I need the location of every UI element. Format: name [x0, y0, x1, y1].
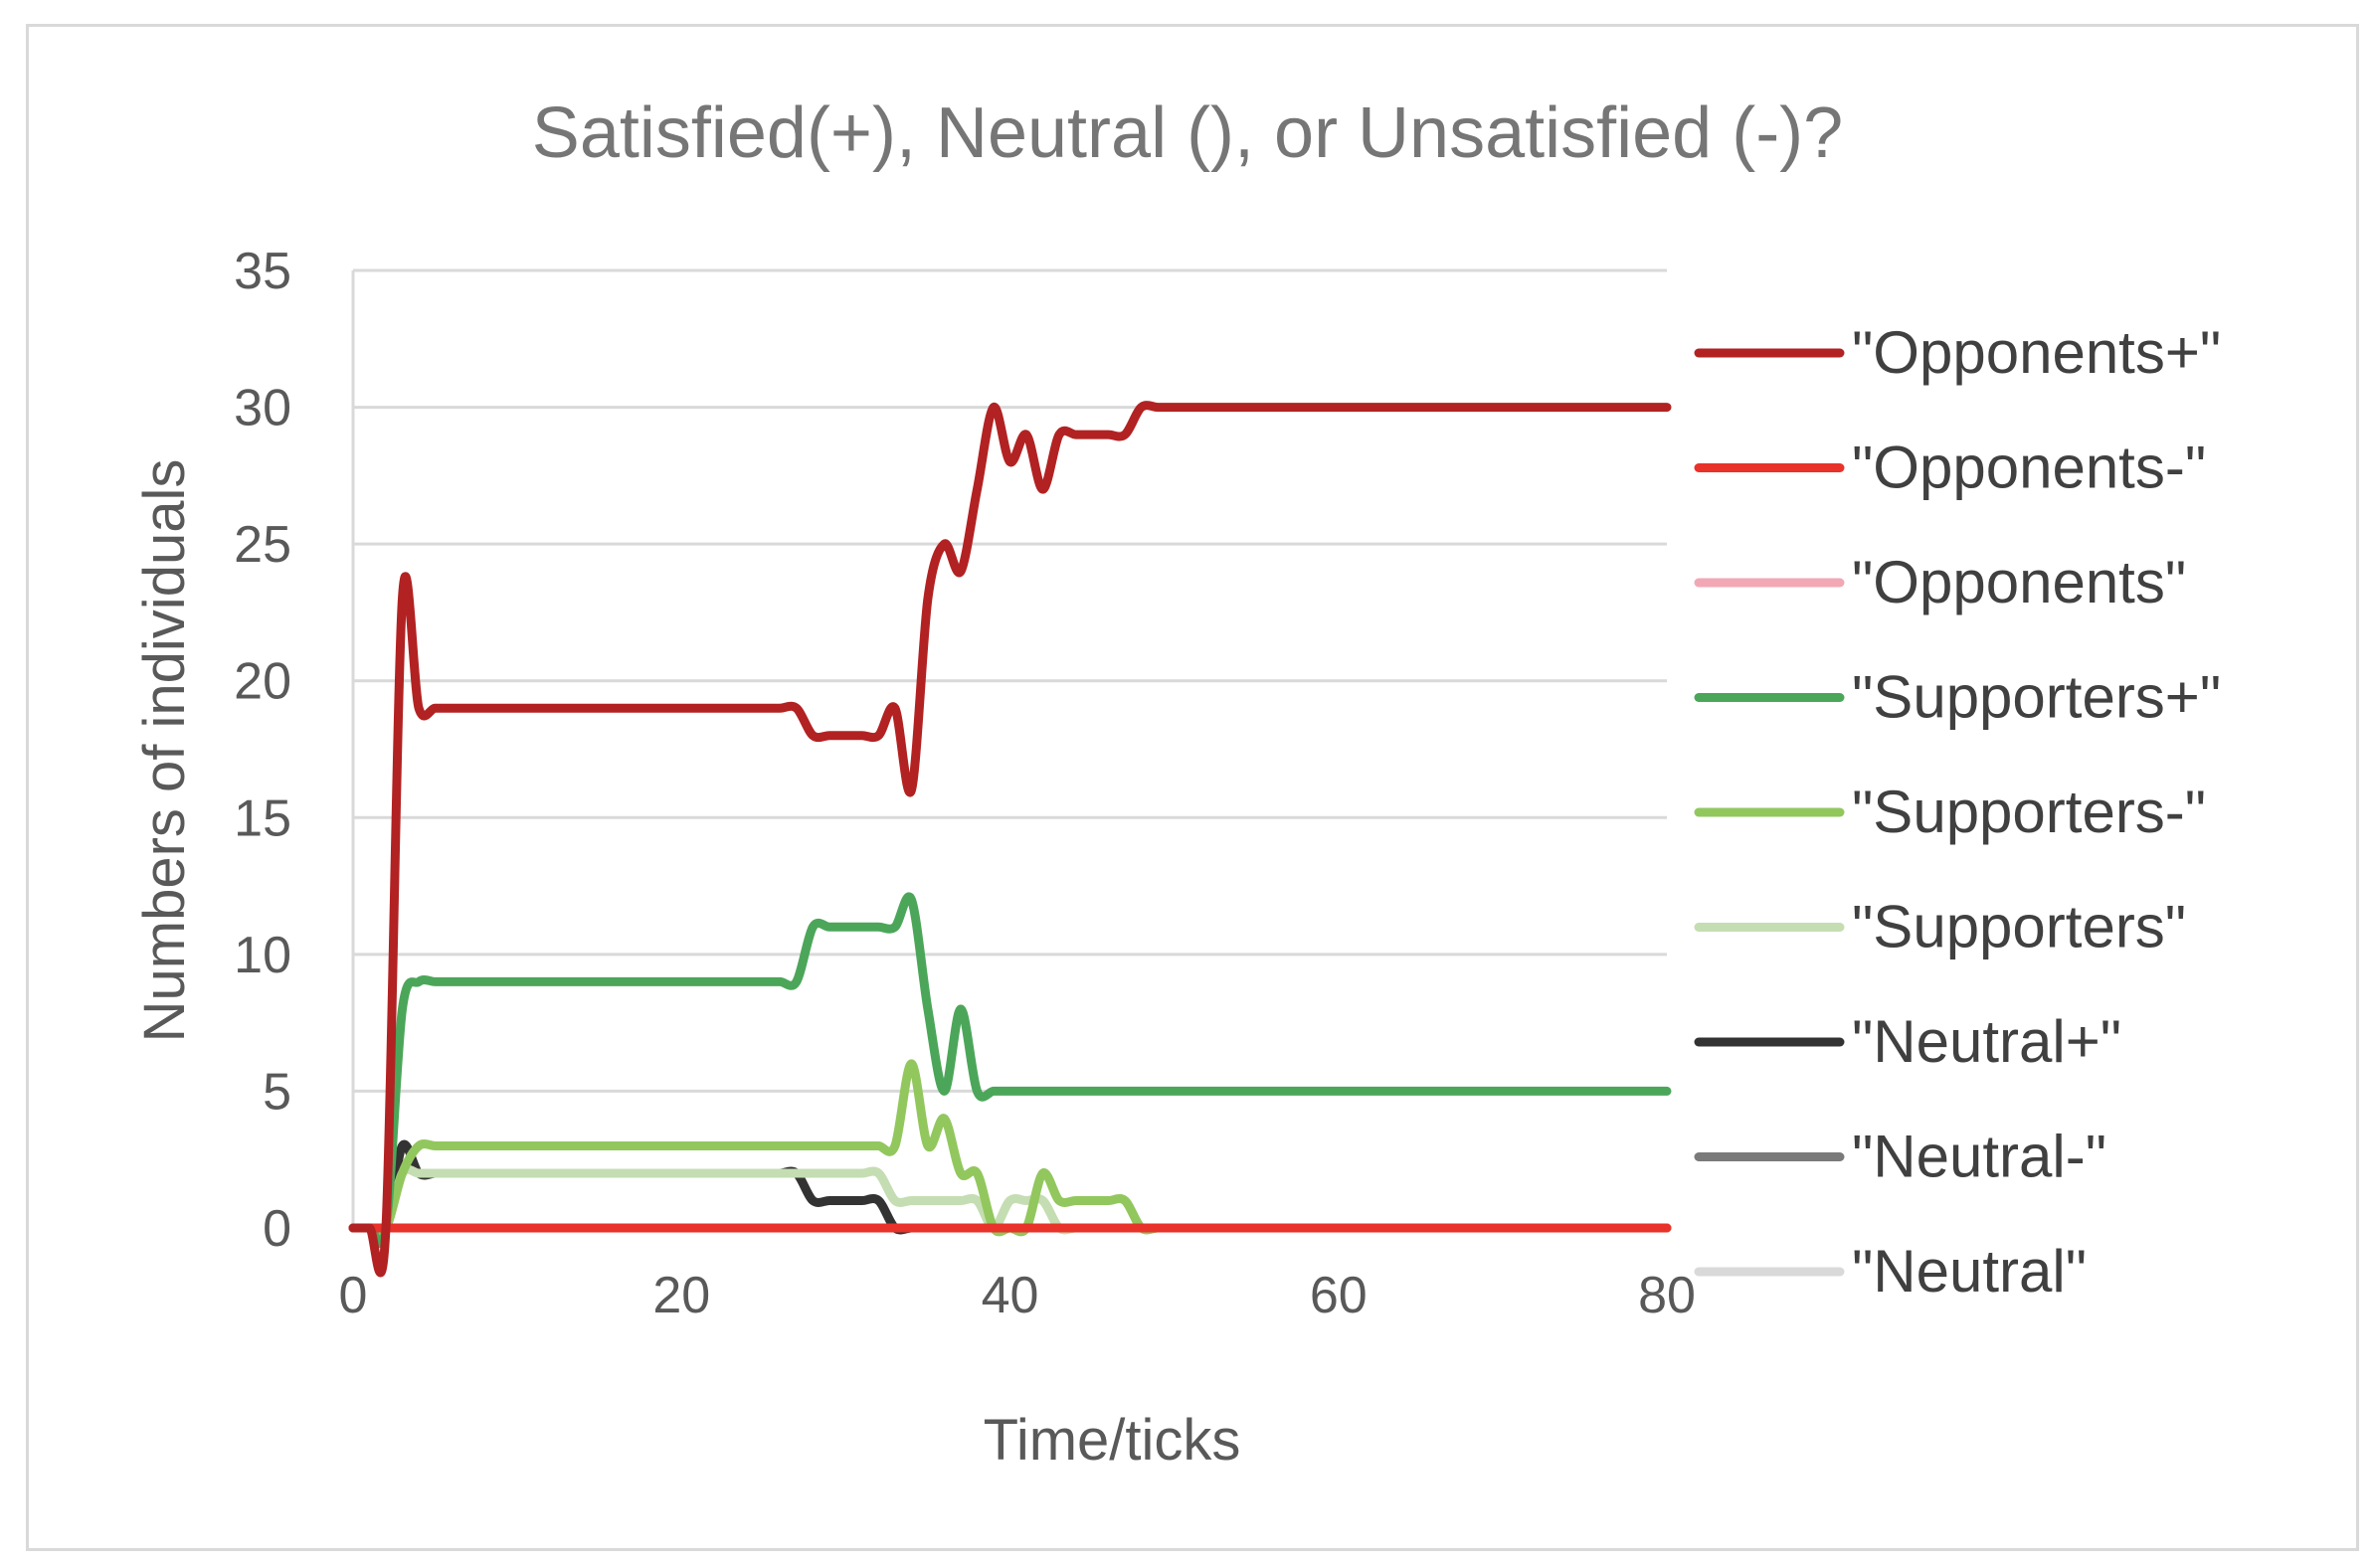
- x-tick-label: 60: [1310, 1267, 1368, 1324]
- y-tick-label: 20: [234, 653, 291, 711]
- y-tick-label: 5: [263, 1063, 291, 1121]
- y-axis-title: Numbers of individuals: [132, 459, 197, 1043]
- x-tick-label: 20: [652, 1267, 710, 1324]
- series-line-0: [348, 401, 1672, 1278]
- y-tick-label: 15: [234, 789, 291, 847]
- grid-lines: [351, 268, 1667, 1230]
- legend-label: "Neutral": [1852, 1238, 2087, 1305]
- legend-label: "Opponents+": [1852, 319, 2221, 386]
- series-line-3: [348, 892, 1672, 1249]
- y-tick-label: 10: [234, 927, 291, 984]
- x-axis-title: Time/ticks: [984, 1408, 1241, 1473]
- chart-frame: [26, 24, 2359, 1551]
- x-tick-label: 40: [982, 1267, 1039, 1324]
- legend-label: "Neutral+": [1852, 1008, 2121, 1075]
- y-tick-label: 25: [234, 516, 291, 574]
- x-tick-label: 0: [339, 1267, 368, 1324]
- series-lines: [348, 401, 1672, 1278]
- legend-label: "Supporters-": [1852, 779, 2206, 845]
- legend-label: "Opponents": [1852, 549, 2186, 615]
- y-tick-label: 0: [263, 1200, 291, 1258]
- legend: "Opponents+" "Opponents-" "Opponents" "Supp…: [1694, 319, 2221, 1305]
- y-tick-label: 35: [234, 243, 291, 300]
- x-tick-label: 80: [1638, 1267, 1696, 1324]
- legend-label: "Neutral-": [1852, 1124, 2106, 1190]
- series-line-6: [348, 1139, 1672, 1239]
- legend-label: "Supporters+": [1852, 664, 2221, 731]
- legend-label: "Supporters": [1852, 894, 2186, 960]
- chart-title: Satisfied(+), Neutral (), or Unsatisfied…: [532, 93, 1843, 173]
- y-axis-ticks: 0 5 10 15 20 25 30 35: [234, 243, 291, 1258]
- series-line-5: [348, 1164, 1672, 1237]
- x-axis-ticks: 0 20 40 60 80: [339, 1267, 1696, 1324]
- legend-label: "Opponents-": [1852, 435, 2206, 501]
- y-tick-label: 30: [234, 380, 291, 437]
